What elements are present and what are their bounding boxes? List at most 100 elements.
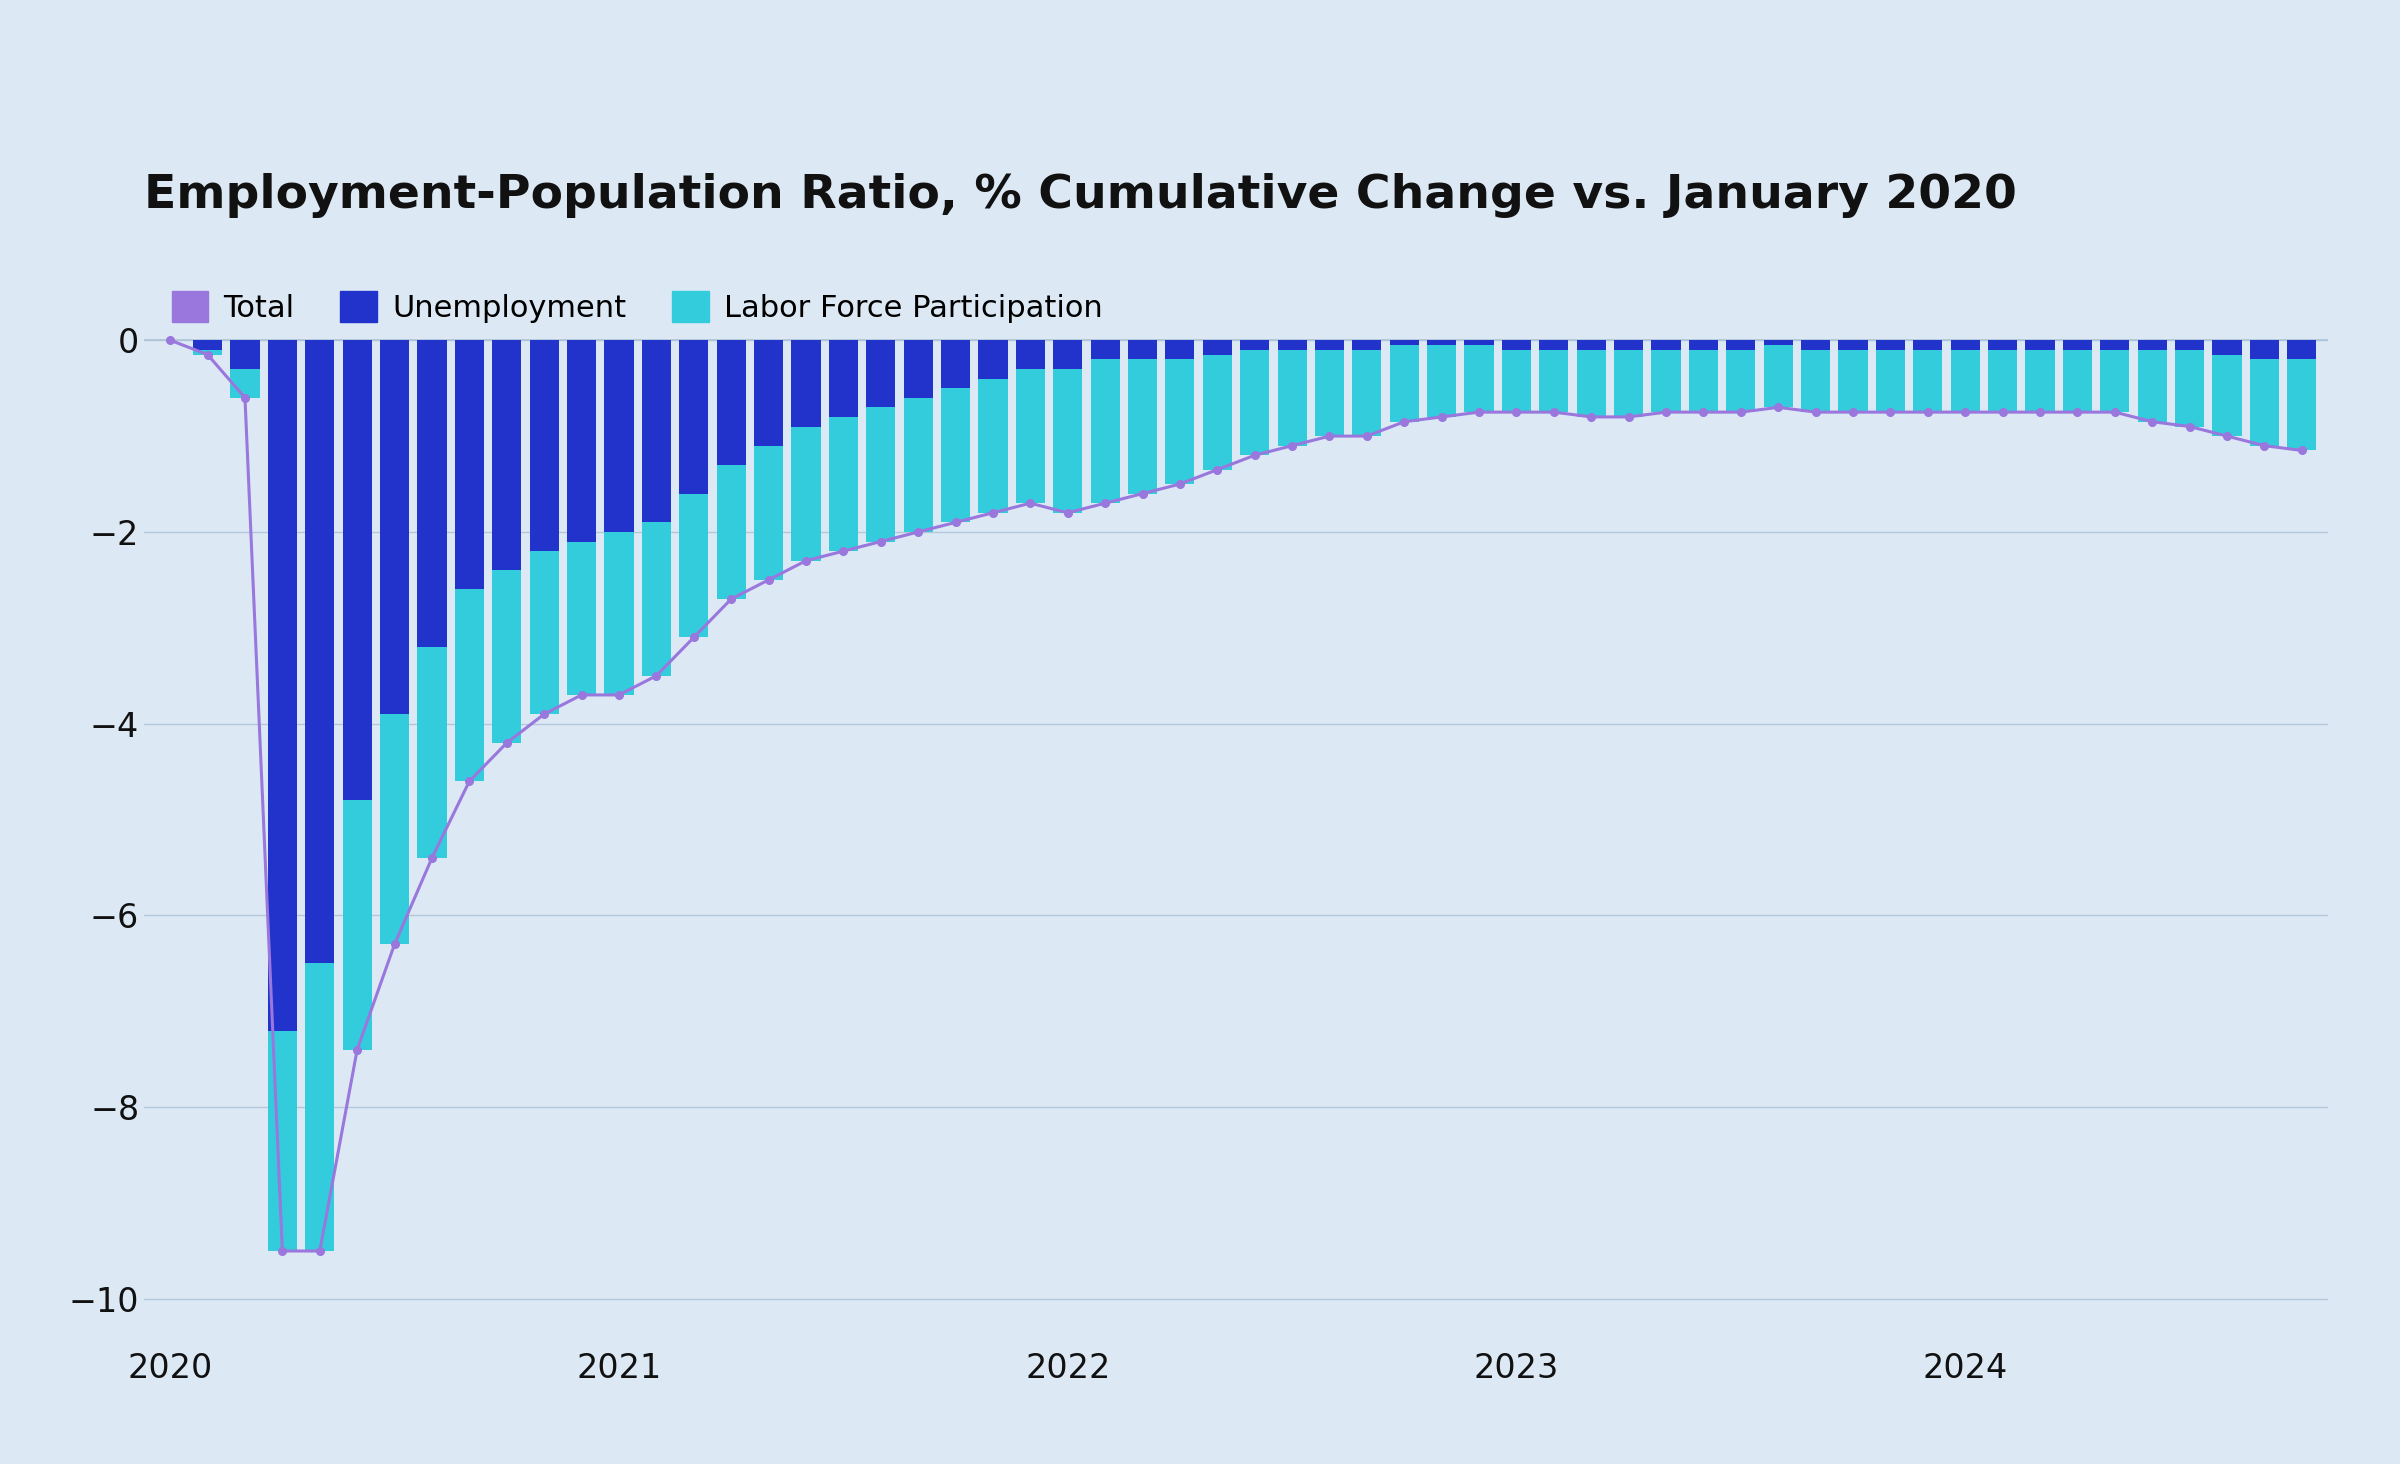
Bar — [754, 445, 782, 580]
Bar — [1390, 346, 1418, 422]
Bar — [2026, 350, 2054, 413]
Bar — [605, 340, 634, 531]
Bar — [1464, 340, 1493, 346]
Bar — [679, 340, 708, 493]
Bar — [979, 379, 1008, 512]
Total — [2287, 442, 2316, 460]
Bar — [1764, 346, 1793, 407]
Bar — [2213, 354, 2242, 436]
Bar — [343, 340, 372, 801]
Bar — [2287, 340, 2316, 359]
Bar — [269, 1031, 298, 1252]
Legend: Total, Unemployment, Labor Force Participation: Total, Unemployment, Labor Force Partici… — [158, 278, 1116, 335]
Bar — [754, 340, 782, 445]
Total — [718, 590, 746, 608]
Bar — [2287, 359, 2316, 451]
Bar — [1838, 350, 1867, 413]
Bar — [305, 963, 334, 1252]
Bar — [192, 350, 223, 354]
Bar — [454, 340, 485, 590]
Bar — [192, 340, 223, 350]
Bar — [418, 340, 446, 647]
Bar — [379, 340, 408, 714]
Bar — [828, 417, 857, 550]
Bar — [418, 647, 446, 858]
Total — [156, 331, 185, 348]
Bar — [1054, 340, 1082, 369]
Bar — [492, 571, 521, 742]
Bar — [1538, 350, 1570, 413]
Bar — [1800, 350, 1831, 413]
Bar — [1166, 340, 1195, 359]
Bar — [2064, 350, 2093, 413]
Bar — [1651, 340, 1680, 350]
Bar — [2100, 340, 2129, 350]
Bar — [2064, 340, 2093, 350]
Bar — [1015, 369, 1044, 504]
Bar — [1128, 359, 1157, 493]
Bar — [1615, 340, 1644, 350]
Bar — [1241, 350, 1270, 455]
Bar — [718, 340, 746, 466]
Bar — [1951, 340, 1980, 350]
Bar — [902, 398, 934, 531]
Total — [2213, 427, 2242, 445]
Bar — [1877, 350, 1906, 413]
Bar — [1577, 340, 1606, 350]
Bar — [1315, 350, 1344, 436]
Bar — [1428, 346, 1457, 417]
Bar — [1502, 340, 1531, 350]
Bar — [1054, 369, 1082, 512]
Bar — [305, 340, 334, 963]
Bar — [941, 388, 970, 523]
Text: Employment-Population Ratio, % Cumulative Change vs. January 2020: Employment-Population Ratio, % Cumulativ… — [144, 173, 2016, 218]
Bar — [2249, 359, 2280, 445]
Bar — [1351, 340, 1382, 350]
Bar — [1877, 340, 1906, 350]
Bar — [1651, 350, 1680, 413]
Bar — [605, 531, 634, 695]
Bar — [1577, 350, 1606, 417]
Bar — [2174, 350, 2203, 426]
Bar — [1277, 350, 1306, 445]
Bar — [1428, 340, 1457, 346]
Bar — [230, 340, 259, 369]
Bar — [718, 466, 746, 599]
Bar — [2213, 340, 2242, 354]
Bar — [941, 340, 970, 388]
Bar — [1538, 340, 1570, 350]
Bar — [1090, 359, 1121, 504]
Bar — [792, 340, 821, 426]
Bar — [379, 714, 408, 944]
Bar — [1987, 340, 2018, 350]
Total — [269, 1243, 298, 1261]
Bar — [1202, 354, 1231, 470]
Bar — [1202, 340, 1231, 354]
Bar — [343, 801, 372, 1050]
Bar — [1800, 340, 1831, 350]
Bar — [1315, 340, 1344, 350]
Bar — [828, 340, 857, 417]
Bar — [641, 340, 672, 523]
Bar — [1241, 340, 1270, 350]
Bar — [2026, 340, 2054, 350]
Bar — [454, 590, 485, 782]
Bar — [2138, 340, 2167, 350]
Bar — [1128, 340, 1157, 359]
Bar — [1913, 340, 1942, 350]
Bar — [1987, 350, 2018, 413]
Bar — [1390, 340, 1418, 346]
Bar — [230, 369, 259, 398]
Line: Total: Total — [166, 337, 2306, 1255]
Bar — [530, 340, 559, 550]
Bar — [902, 340, 934, 398]
Bar — [792, 426, 821, 561]
Bar — [1690, 350, 1718, 413]
Total — [679, 628, 708, 646]
Bar — [2174, 340, 2203, 350]
Bar — [1464, 346, 1493, 413]
Bar — [979, 340, 1008, 379]
Bar — [1726, 340, 1754, 350]
Bar — [1166, 359, 1195, 485]
Total — [1987, 404, 2016, 422]
